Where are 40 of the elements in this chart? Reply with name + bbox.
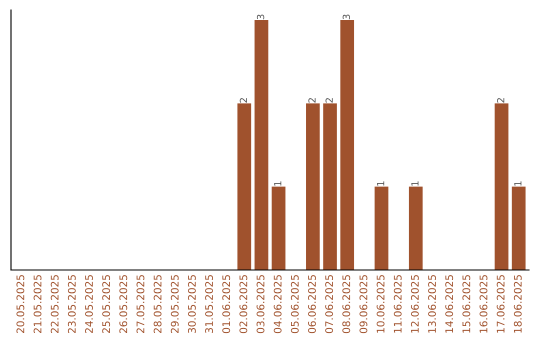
x-tick-label: 15.06.2025: [462, 275, 470, 333]
x-tick-label: 14.06.2025: [445, 275, 454, 333]
x-tick-label: 27.05.2025: [136, 275, 144, 334]
x-tick-label: 06.06.2025: [308, 275, 316, 334]
x-tick-label: 18.06.2025: [514, 275, 522, 333]
x-tick-label: 07.06.2025: [325, 275, 334, 334]
x-tick-label: 03.06.2025: [256, 275, 264, 334]
data-label: 2: [326, 98, 333, 103]
x-tick-label: 12.06.2025: [410, 275, 419, 333]
x-tick-label: 31.05.2025: [205, 275, 213, 334]
x-tick-label: 20.05.2025: [16, 275, 24, 334]
x-tick-label: 26.05.2025: [119, 275, 128, 334]
data-label: 2: [308, 98, 316, 103]
x-tick-label: 08.06.2025: [342, 275, 350, 334]
x-tick-label: 22.05.2025: [50, 275, 59, 334]
data-label: 2: [240, 98, 247, 103]
x-tick-label: 17.06.2025: [496, 275, 505, 333]
data-label: 3: [342, 14, 350, 20]
data-label: 1: [377, 181, 384, 186]
x-tick-label: 30.05.2025: [188, 275, 196, 334]
x-tick-label: 28.05.2025: [154, 275, 162, 334]
x-tick-label: 25.05.2025: [102, 275, 110, 334]
x-tick-label: 23.05.2025: [68, 275, 76, 334]
x-tick-label: 11.06.2025: [394, 275, 402, 333]
x-tick-label: 16.06.2025: [480, 275, 488, 333]
x-tick-label: 29.05.2025: [170, 275, 179, 334]
x-tick-label: 01.06.2025: [222, 275, 230, 334]
x-tick-label: 05.06.2025: [290, 275, 299, 334]
data-label: 1: [274, 181, 282, 186]
x-tick-label: 21.05.2025: [34, 275, 42, 334]
data-label: 2: [497, 98, 504, 103]
x-tick-label: 02.06.2025: [239, 275, 248, 334]
x-tick-label: 04.06.2025: [274, 275, 282, 334]
data-label: 3: [256, 14, 264, 20]
x-tick-label: 24.05.2025: [85, 275, 93, 334]
x-tick-label: 13.06.2025: [428, 275, 436, 333]
data-label: 1: [514, 181, 522, 186]
data-label: 1: [411, 181, 418, 186]
x-tick-label: 10.06.2025: [376, 275, 385, 333]
x-tick-label: 09.06.2025: [359, 275, 368, 334]
